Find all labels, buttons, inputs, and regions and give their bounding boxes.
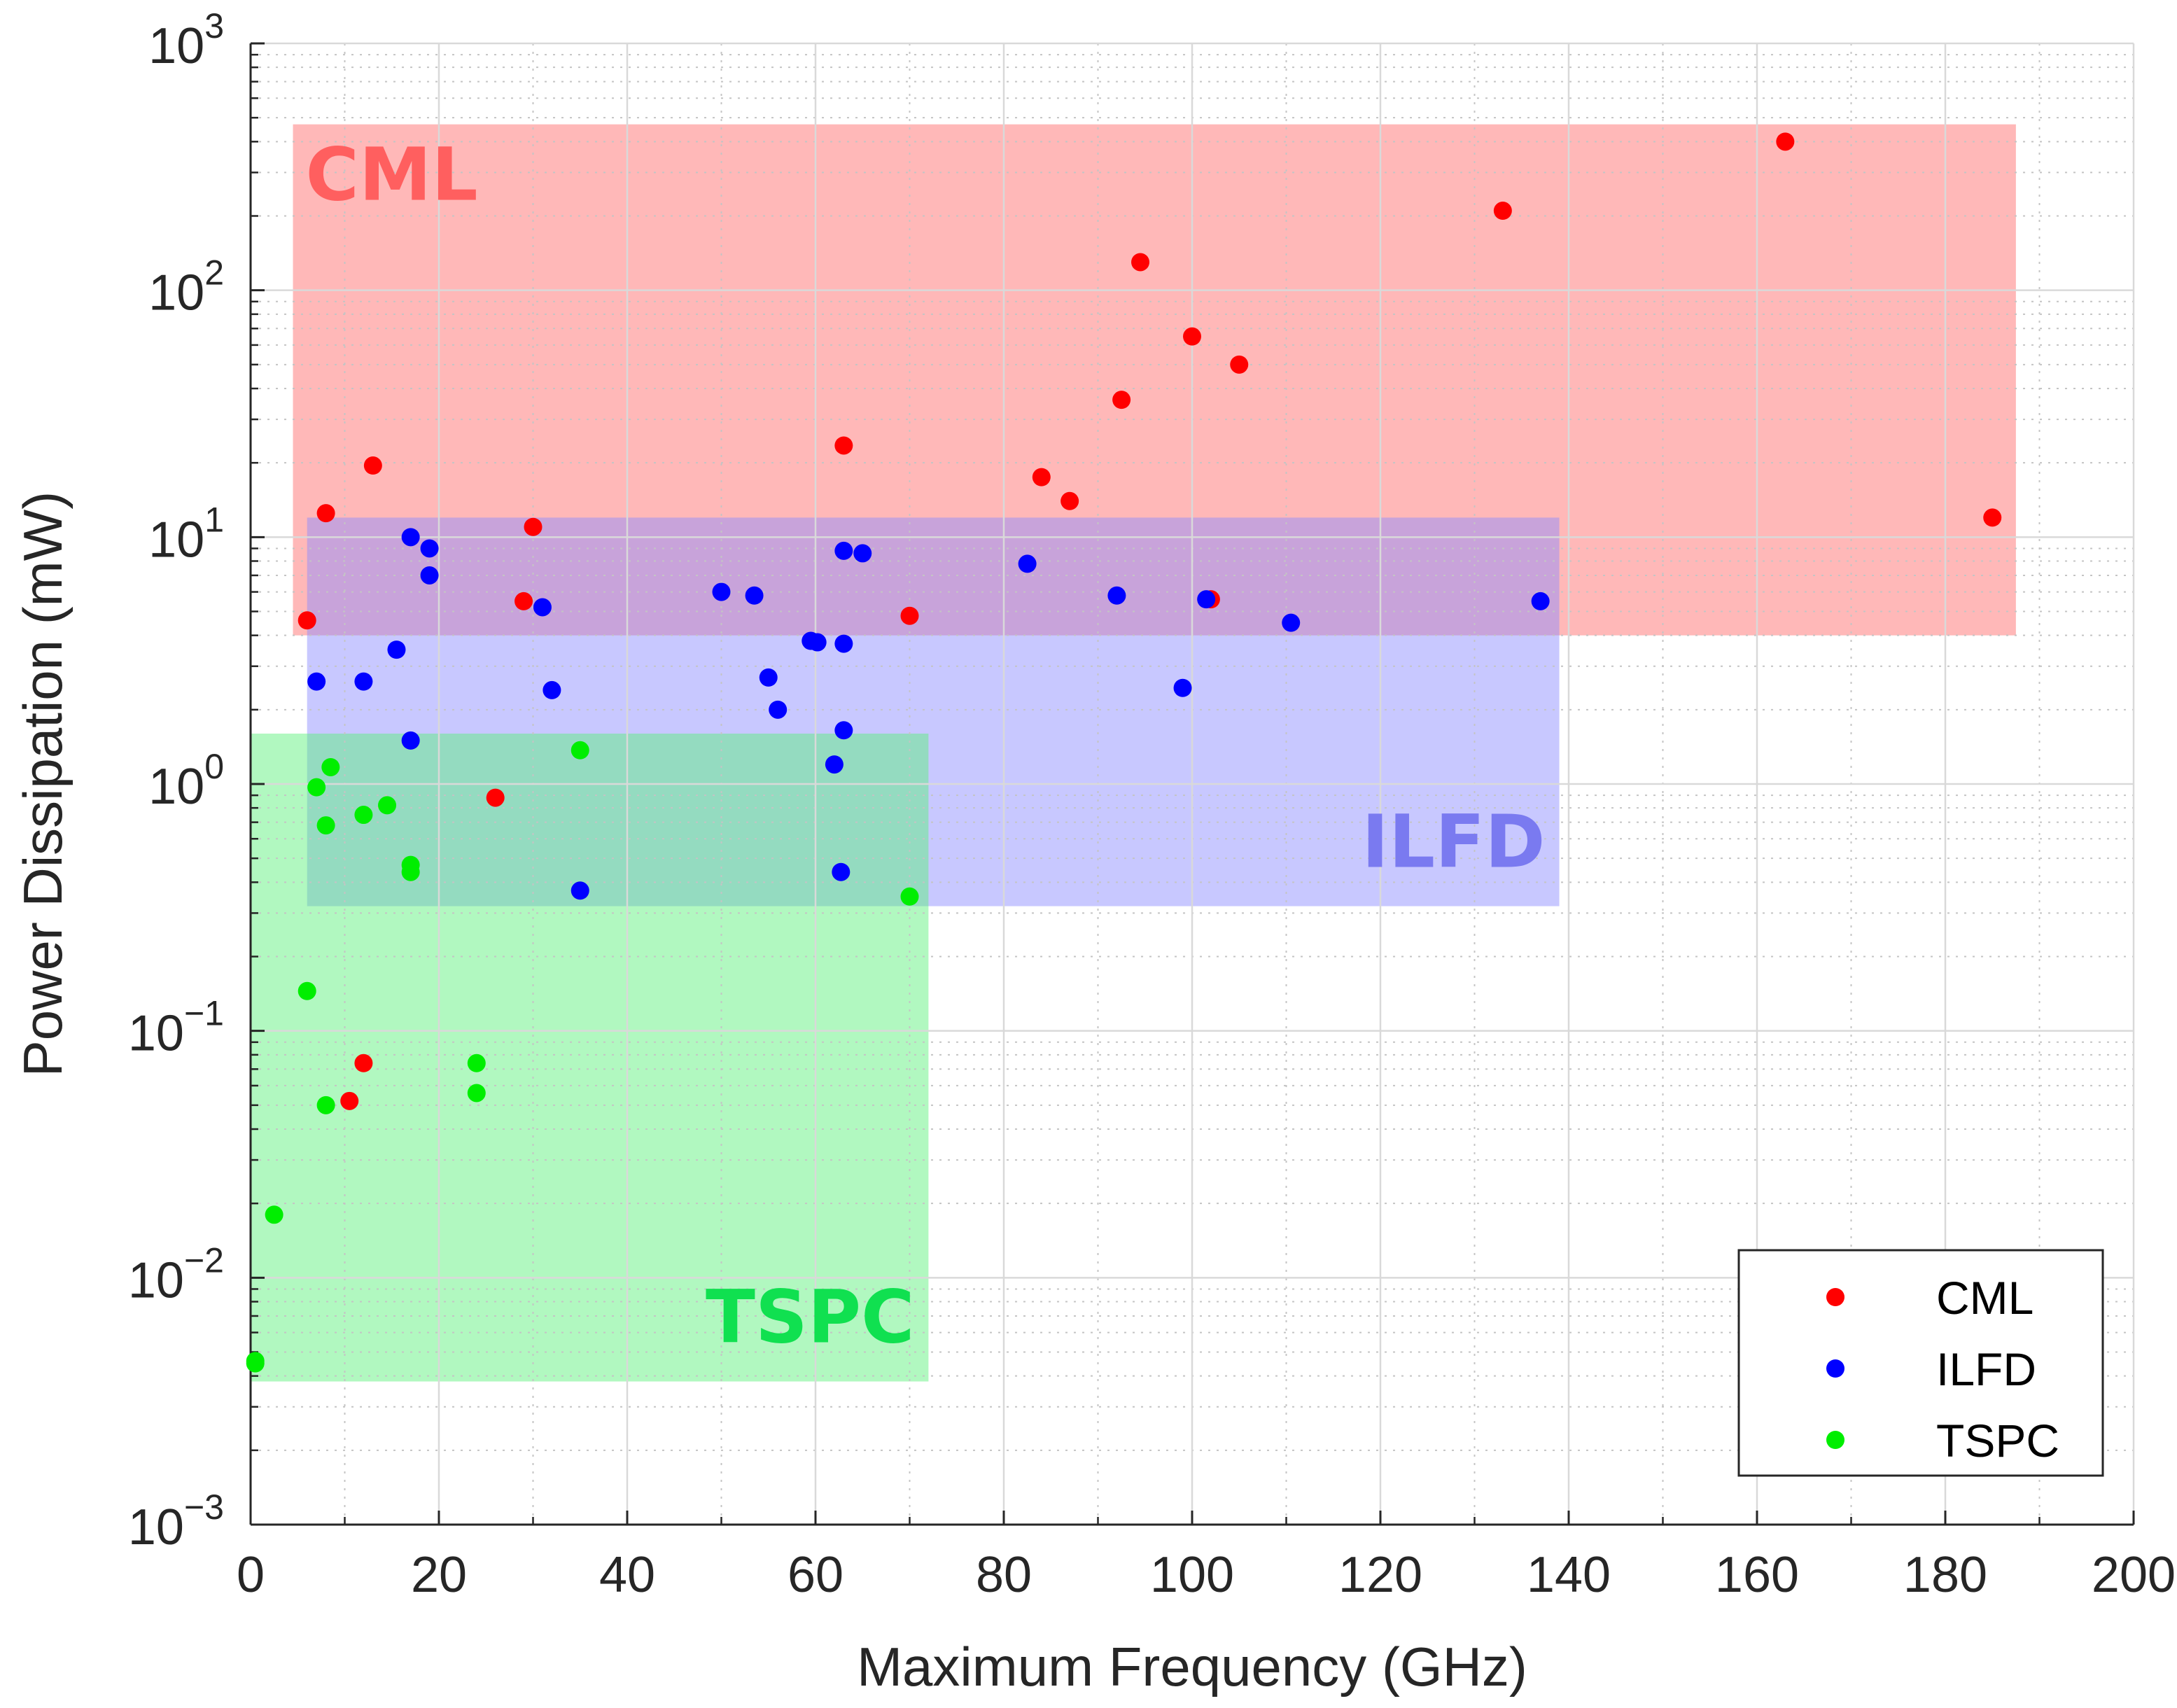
cml-point (1060, 491, 1079, 510)
y-tick-label: 101 (148, 500, 224, 568)
ilfd-point (401, 731, 420, 750)
tspc-point (265, 1205, 284, 1224)
ilfd-point (745, 586, 764, 605)
ilfd-point (1282, 613, 1301, 632)
region-cml (293, 124, 2016, 636)
legend-label-ilfd: ILFD (1936, 1343, 2036, 1395)
ilfd-point (570, 881, 589, 900)
tspc-point (354, 806, 373, 825)
legend-label-tspc: TSPC (1936, 1415, 2059, 1466)
cml-point (316, 504, 335, 523)
y-tick-label: 102 (148, 253, 224, 321)
ilfd-point (712, 582, 731, 601)
cml-point (900, 606, 919, 625)
x-tick-label: 120 (1338, 1547, 1422, 1603)
cml-point (1776, 132, 1795, 151)
cml-point (1493, 202, 1512, 220)
ilfd-point (759, 668, 778, 687)
region-ilfd (307, 517, 1560, 906)
y-tick-label: 10−3 (128, 1488, 224, 1555)
cml-point (1032, 468, 1051, 486)
cml-point (298, 611, 316, 630)
ilfd-point (769, 700, 788, 719)
legend-marker-tspc (1826, 1431, 1844, 1449)
ilfd-point (825, 755, 844, 774)
axes-layer: 0 20 40 60 80 100 120 140 160 180 200 10−3 10−2 10−1 1… (12, 6, 2176, 1698)
tspc-point (316, 816, 335, 835)
x-tick-label: 80 (976, 1547, 1032, 1603)
tspc-point (298, 981, 316, 1000)
tspc-point (467, 1084, 486, 1102)
legend-label-cml: CML (1936, 1272, 2033, 1324)
ilfd-point (1531, 592, 1550, 610)
ilfd-point (401, 528, 420, 547)
ilfd-point (1173, 678, 1192, 697)
ilfd-point (834, 634, 853, 653)
cml-point (834, 436, 853, 455)
region-label-layer: CML ILFD TSPC (306, 132, 1546, 1360)
ilfd-point (542, 680, 561, 699)
x-tick-label: 180 (1903, 1547, 1987, 1603)
y-tick-label: 100 (148, 747, 224, 815)
y-tick-label: 10−1 (128, 994, 224, 1062)
region-label-cml: CML (306, 132, 478, 218)
legend-marker-ilfd (1826, 1359, 1844, 1378)
tspc-point (316, 1096, 335, 1114)
x-tick-label: 200 (2092, 1547, 2176, 1603)
y-tick-label: 10−2 (128, 1240, 224, 1308)
legend-box (1737, 1249, 2104, 1477)
tspc-point (570, 741, 589, 760)
ilfd-point (533, 598, 552, 617)
tspc-point (321, 757, 340, 776)
cml-point (1131, 253, 1150, 272)
tspc-point (378, 796, 397, 815)
cml-point (363, 456, 382, 475)
ilfd-point (1107, 586, 1126, 605)
ilfd-point (832, 862, 850, 881)
ilfd-point (420, 539, 439, 558)
y-axis-title: Power Dissipation (mW) (12, 491, 74, 1077)
cml-point (354, 1054, 373, 1072)
region-label-ilfd: ILFD (1362, 799, 1545, 885)
legend-marker-cml (1826, 1288, 1844, 1306)
x-tick-label: 20 (411, 1547, 467, 1603)
ilfd-point (834, 721, 853, 740)
cml-point (1112, 391, 1131, 410)
tspc-point (401, 862, 420, 881)
cml-point (1983, 508, 2002, 527)
x-tick-label: 0 (237, 1547, 265, 1603)
ilfd-point (354, 672, 373, 691)
ilfd-point (1018, 554, 1037, 573)
points-layer (246, 132, 2002, 1373)
cml-point (1230, 355, 1249, 374)
x-tick-label: 100 (1150, 1547, 1234, 1603)
ilfd-point (420, 566, 439, 584)
tspc-point (900, 887, 919, 906)
tspc-point (246, 1352, 265, 1371)
cml-point (1183, 327, 1201, 346)
x-tick-label: 160 (1715, 1547, 1799, 1603)
region-label-tspc: TSPC (706, 1275, 914, 1360)
ilfd-point (1197, 590, 1216, 609)
cml-point (340, 1091, 359, 1110)
ilfd-point (307, 672, 326, 691)
cml-point (524, 517, 542, 536)
cml-point (514, 592, 533, 610)
legend: CML ILFD TSPC (1737, 1249, 2104, 1477)
ilfd-point (387, 640, 406, 659)
x-axis-title: Maximum Frequency (GHz) (857, 1636, 1527, 1698)
tspc-point (307, 778, 326, 797)
x-tick-label: 40 (599, 1547, 655, 1603)
ilfd-point (808, 633, 827, 652)
cml-point (486, 788, 505, 807)
ilfd-point (853, 544, 872, 563)
x-tick-label: 60 (788, 1547, 844, 1603)
ilfd-point (834, 541, 853, 560)
x-tick-label: 140 (1527, 1547, 1611, 1603)
tspc-point (467, 1054, 486, 1072)
y-tick-label: 103 (148, 6, 224, 74)
